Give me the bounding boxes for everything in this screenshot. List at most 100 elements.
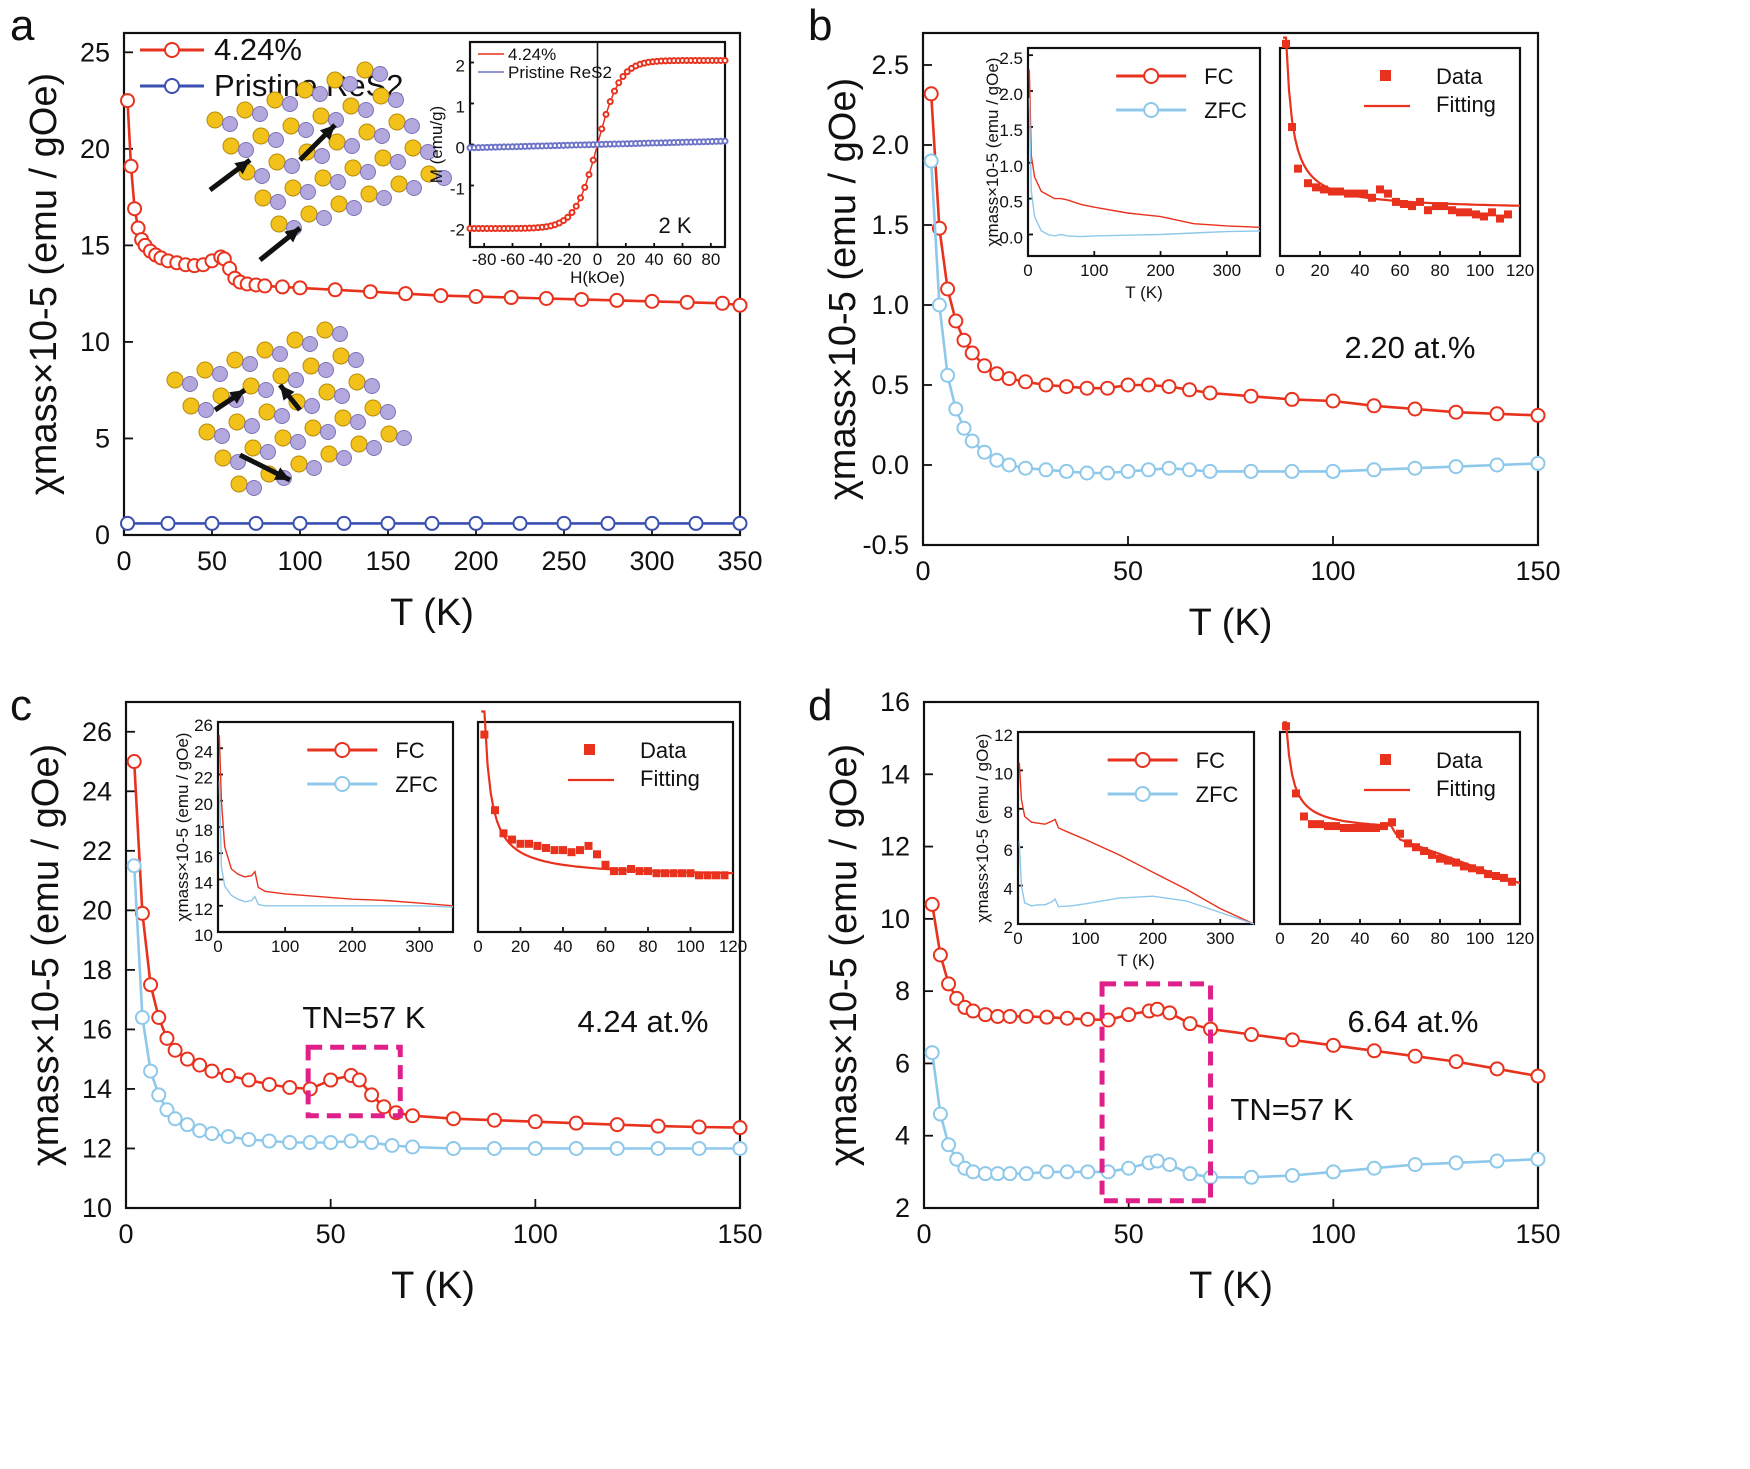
sulfur-atom [266,91,284,109]
data-point-ZFC [1120,463,1136,479]
inset-y-ytick-label: 0.5 [999,193,1023,212]
data-point-FC [364,1087,380,1103]
rhenium-atom [404,118,420,134]
data-point-FC [143,977,159,993]
fit-data-square [1392,197,1400,206]
data-point-ZFC [1059,463,1074,479]
y-ytick-label: 12 [82,1133,112,1163]
x-xtick-label: 300 [629,546,674,576]
fit-data-square [567,848,576,857]
inset-fit-x-xtick-label: 40 [1351,929,1370,948]
y-ytick-label: 10 [880,904,910,934]
inset-mh-y-ytick-label: 2 [456,57,465,76]
fit-data-square [720,871,729,880]
legend-zfc-marker [1143,102,1160,118]
data-point-FC [1059,379,1074,395]
data-point-ZFC [1141,462,1156,478]
y-ytick-label: 15 [80,230,110,260]
data-point-ZFC [159,1102,175,1118]
data-point-FC [1141,377,1156,393]
y-axis-title: χmass×10-5 (emu / gOe) [23,73,65,495]
data-point-FC [568,1115,584,1131]
fit-data-square [1468,864,1476,873]
data-point-FC [964,345,980,361]
fit-data-square [1308,820,1316,829]
spin-arrow-head [319,125,335,141]
fit-data-square [550,846,559,855]
sulfur-atom [332,347,350,365]
data-point-FC [924,896,940,912]
y-ytick-label: 5 [95,423,110,453]
x-xtick-label: 100 [1311,1219,1356,1249]
data-point-ZFC [527,1140,543,1156]
fit-data-square [1508,877,1516,886]
fit-data-square [1424,206,1432,215]
data-point-ZFC [192,1123,208,1139]
inset-x-xtick-label: 100 [1080,261,1108,280]
legend-zfc-label: ZFC [1196,782,1239,807]
sulfur-atom [284,179,302,197]
fit-data-square [686,869,695,878]
data-point-ZFC [923,153,939,169]
fit-data-square [1500,873,1508,882]
fit-curve [1283,721,1521,885]
data-point-ZFC [941,1137,957,1153]
res2-lattice-illustration [206,61,452,262]
legend-fit-label: Fitting [1436,776,1496,801]
y-ytick-label: 16 [82,1014,112,1044]
rhenium-atom [406,180,422,196]
legend-zfc-label: ZFC [1204,98,1247,123]
fit-data-square [1282,39,1290,48]
sulfur-atom [196,361,214,379]
inset-mh-x-xtick-label: 20 [616,250,635,269]
data-point-FC [1018,1008,1034,1024]
rhenium-atom [332,326,348,342]
inset-zfc-line [1028,98,1261,238]
fit-data-square [1324,822,1332,831]
data-point-ZFC [1182,1166,1198,1182]
inset-y-ytick-label: 4 [1004,880,1013,899]
inset-fit-x-xtick-label: 100 [1466,261,1494,280]
data-point-FC [977,1007,993,1023]
fit-data-square [1496,214,1504,223]
sulfur-atom [244,439,262,457]
fit-data-square [1484,870,1492,879]
data-point-FC [1100,380,1115,396]
legend-data-marker [584,744,595,755]
data-point-FC [650,1118,666,1134]
fit-data-square [593,850,601,859]
data-point-FC [1243,388,1259,404]
inset-fit-x-xtick-label: 60 [596,937,615,956]
inset-mh-x-xtick-label: 80 [701,250,720,269]
fit-data-square [1364,824,1372,832]
fit-data-square [1448,206,1456,215]
inset-fit-x-xtick-label: 120 [1506,929,1534,948]
data-point-4.24% [714,295,730,311]
data-point-Pristine-ReS2 [204,515,220,531]
sulfur-atom [274,429,292,447]
inset-fit-x-xtick-label: 20 [1311,261,1330,280]
data-point-FC [1002,1008,1018,1024]
rhenium-atom [284,158,300,174]
rhenium-atom [314,148,330,164]
inset-mh-4p24-point [598,125,606,133]
data-point-ZFC [1121,1160,1137,1176]
inset-mh-4p24-point [611,87,618,95]
sulfur-atom [314,169,332,187]
data-point-FC [1407,401,1423,417]
data-point-ZFC [1284,1167,1300,1183]
y-ytick-label: 14 [880,759,910,789]
fit-data-square [1328,187,1336,196]
data-point-FC [990,1008,1006,1024]
inset-y-ytick-label: 24 [194,742,213,761]
x-xtick-label: 150 [1515,1219,1560,1249]
rhenium-atom [342,76,358,92]
inset-y-ytick-label: 1.5 [999,121,1023,140]
panel-b: 0 50 100 150 -0.5 0.0 0.5 1.0 1.5 2.0 2.5 T (K) χmas… [822,31,1561,644]
inset-mh-x-xtick-label: -40 [529,250,554,269]
panel-letter-d: d [808,681,832,730]
y-ytick-label: 8 [895,976,910,1006]
data-point-4.24% [274,279,290,295]
inset-y-ytick-label: 2.5 [999,49,1023,68]
plot-frame [124,700,742,1210]
